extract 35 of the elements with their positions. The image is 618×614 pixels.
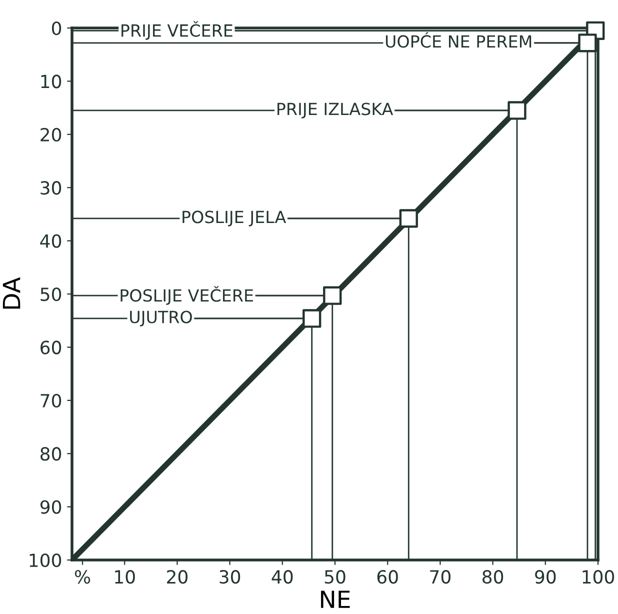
y-axis-title: DA [2, 277, 20, 309]
annotation: UOPĆE NE PEREM [386, 32, 532, 48]
annotation: PRIJE VEČERE [122, 21, 232, 40]
x-tick-label: 20 [167, 570, 188, 584]
x-tick-label: 80 [482, 570, 504, 584]
y-tick-label: 70 [40, 394, 62, 408]
x-tick-label: 50 [324, 570, 346, 584]
y-tick-label: 0 [52, 21, 62, 36]
y-tick-label: 30 [40, 181, 62, 195]
y-tick-label: 60 [40, 340, 62, 354]
y-tick-label: 20 [40, 128, 62, 142]
annotation: POSLIJE JELA [182, 210, 286, 226]
annotation: UJUTRO [130, 310, 192, 326]
y-tick-label: 100 [30, 553, 62, 568]
x-tick-label: 70 [430, 570, 450, 584]
annotation: POSLIJE VEČERE [120, 286, 253, 305]
x-tick-label: 10 [115, 570, 135, 584]
x-tick-label: % [74, 570, 90, 584]
point [399, 209, 418, 228]
x-tick-label: 90 [535, 570, 556, 584]
y-tick-label: 10 [41, 74, 62, 88]
point [302, 309, 322, 328]
point [323, 286, 342, 305]
x-tick-label: 40 [272, 570, 293, 584]
x-tick-label: 30 [220, 570, 240, 584]
y-tick-label: 80 [40, 447, 62, 461]
x-tick-label: 100 [582, 570, 614, 584]
x-axis-title: NE [321, 590, 350, 608]
point [578, 34, 597, 52]
point [508, 101, 526, 120]
y-tick-label: 50 [40, 287, 62, 302]
annotation: PRIJE IZLASKA [278, 102, 394, 118]
y-tick-label: 40 [40, 234, 62, 248]
x-tick-label: 60 [377, 570, 398, 584]
y-tick-label: 90 [40, 500, 62, 514]
